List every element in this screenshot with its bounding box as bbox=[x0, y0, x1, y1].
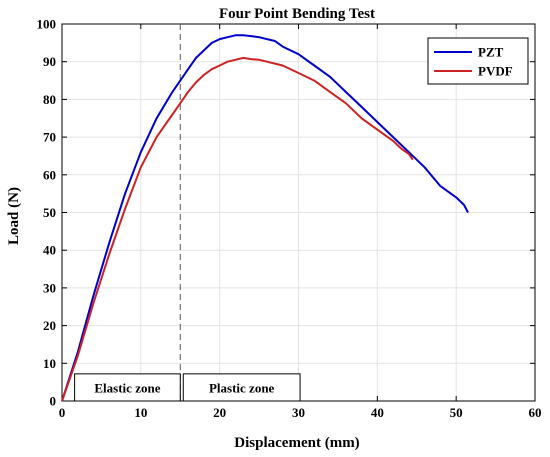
elastic-zone-frame bbox=[74, 373, 181, 402]
y-tick-label: 80 bbox=[43, 92, 56, 107]
y-tick-label: 60 bbox=[43, 167, 56, 182]
y-tick-label: 30 bbox=[43, 280, 56, 295]
plastic-zone-frame bbox=[182, 373, 301, 402]
plastic-zone-box: Plastic zone bbox=[182, 373, 301, 402]
legend-label-pvdf: PVDF bbox=[478, 64, 513, 79]
y-tick-label: 100 bbox=[37, 17, 57, 32]
series-line-pvdf bbox=[61, 56, 414, 402]
legend: PZT PVDF bbox=[427, 37, 529, 85]
x-tick-label: 30 bbox=[292, 405, 305, 420]
x-tick-label: 40 bbox=[371, 405, 384, 420]
tick-labels: 0 10 20 30 40 50 60 0 10 20 30 40 50 60 70 80 90 100 bbox=[37, 17, 542, 421]
x-tick-label: 0 bbox=[59, 405, 66, 420]
chart-title: Four Point Bending Test bbox=[219, 6, 375, 22]
elastic-zone-label: Elastic zone bbox=[94, 380, 160, 395]
x-tick-label: 10 bbox=[134, 405, 147, 420]
series-lines bbox=[61, 34, 469, 402]
legend-frame bbox=[427, 37, 529, 85]
y-tick-label: 10 bbox=[43, 356, 56, 371]
x-tick-label: 20 bbox=[213, 405, 226, 420]
x-tick-label: 50 bbox=[450, 405, 463, 420]
y-tick-label: 70 bbox=[43, 130, 56, 145]
y-tick-label: 90 bbox=[43, 54, 56, 69]
series-line-pzt bbox=[61, 34, 469, 402]
y-axis-label: Load (N) bbox=[6, 187, 22, 245]
y-tick-label: 40 bbox=[43, 243, 56, 258]
x-axis-label: Displacement (mm) bbox=[234, 435, 359, 451]
y-tick-label: 50 bbox=[43, 205, 56, 220]
plastic-zone-label: Plastic zone bbox=[209, 380, 275, 395]
elastic-zone-box: Elastic zone bbox=[74, 373, 181, 402]
y-tick-label: 20 bbox=[43, 318, 56, 333]
legend-label-pzt: PZT bbox=[478, 45, 504, 60]
x-tick-label: 60 bbox=[529, 405, 542, 420]
y-tick-label: 0 bbox=[50, 394, 57, 409]
